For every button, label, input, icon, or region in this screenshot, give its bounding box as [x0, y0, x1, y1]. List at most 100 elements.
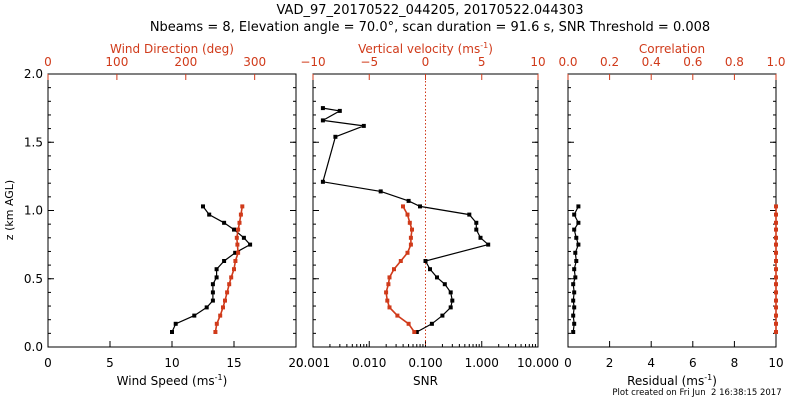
data-point-black [207, 212, 212, 217]
data-point-black [222, 259, 227, 263]
top-tick-label: 0.6 [683, 55, 702, 69]
data-point-black [378, 189, 383, 194]
plot-frame [567, 73, 777, 348]
data-point-red [395, 313, 400, 318]
data-point-red [218, 313, 223, 318]
data-point-red [238, 212, 243, 217]
data-point-black [474, 220, 479, 225]
x-tick-label: 10 [768, 356, 783, 370]
data-point-black [173, 321, 178, 326]
x-axis-label-text: Residual (ms [627, 374, 704, 388]
top-axis-label: Vertical velocity (ms-1) [358, 41, 493, 56]
y-axis-label: z (km AGL) [3, 180, 16, 240]
data-point-black [478, 235, 483, 240]
series-line-red [385, 206, 415, 333]
top-tick-label: 0.2 [600, 55, 619, 69]
data-point-black [320, 179, 325, 184]
data-point-black [440, 313, 445, 318]
data-point-red [240, 204, 245, 209]
data-point-red [221, 305, 225, 310]
data-point-black [572, 290, 577, 295]
data-point-red [214, 321, 219, 326]
data-point-red [774, 321, 778, 326]
data-point-black [573, 250, 578, 255]
data-point-red [213, 330, 218, 334]
data-point-black [201, 204, 205, 209]
data-point-black [333, 134, 338, 139]
data-point-red [774, 275, 778, 280]
data-point-red [223, 298, 227, 303]
data-point-black [210, 282, 215, 287]
data-point-red [408, 242, 413, 247]
data-point-black [450, 298, 455, 303]
panel-residual-correlation: 0 2 4 6 8 10 0.0 0.2 0.4 0.6 0.8 1.0 Correlation Resi… [558, 42, 785, 388]
x-tick-label: 1.000 [465, 356, 499, 370]
top-tick-label: 0 [422, 55, 430, 69]
top-axis-label: Correlation [639, 42, 705, 56]
data-point-black [429, 321, 434, 326]
figure-title: VAD_97_20170522_044205, 20170522.044303 [277, 3, 584, 18]
x-axis-label-sup: -1 [704, 373, 712, 382]
top-tick-label: 10 [530, 55, 545, 69]
panel-snr-vertical-velocity: 0.001 0.010 0.100 1.000 10.000 −10 −5 0 5 10 Verti… [296, 41, 559, 388]
x-axis-label-sup: -1 [215, 373, 223, 382]
data-point-black [214, 267, 219, 272]
data-point-black [337, 108, 342, 113]
data-point-black [572, 305, 577, 310]
y-tick-label: 2.0 [24, 67, 43, 81]
x-axis-label: SNR [413, 374, 438, 388]
data-point-black [233, 250, 238, 255]
data-point-red [225, 290, 230, 295]
top-axis-label-text: Vertical velocity (ms [358, 42, 480, 56]
data-point-black [572, 267, 577, 272]
x-tick-label: 10 [164, 356, 179, 370]
top-axis-label-sup: -1 [480, 41, 488, 50]
top-tick-label: −5 [360, 55, 378, 69]
x-tick-label: 10.000 [517, 356, 559, 370]
x-tick-label: 15 [226, 356, 241, 370]
data-point-black [448, 305, 453, 310]
plot-frame [47, 73, 297, 348]
data-point-red [774, 259, 778, 263]
top-tick-label: 100 [105, 55, 128, 69]
data-point-red [774, 298, 778, 303]
data-point-black [192, 313, 197, 318]
data-point-red [229, 275, 234, 280]
data-point-red [227, 282, 232, 287]
data-point-black [320, 106, 325, 111]
data-point-red [233, 259, 238, 263]
data-point-red [384, 290, 389, 295]
x-axis-label-text: Wind Speed (ms [117, 374, 215, 388]
data-point-red [774, 250, 778, 255]
x-tick-label: 0 [564, 356, 572, 370]
data-point-red [774, 305, 778, 310]
data-point-red [774, 204, 778, 209]
data-point-black [573, 275, 578, 280]
data-point-black [576, 220, 581, 225]
data-point-red [407, 220, 412, 225]
data-point-black [574, 259, 579, 263]
x-tick-label: 0.001 [296, 356, 330, 370]
top-axis-label-text: Correlation [639, 42, 705, 56]
data-point-red [385, 298, 390, 303]
data-point-black [248, 242, 253, 247]
y-tick-label: 0.5 [24, 272, 43, 286]
figure-subtitle: Nbeams = 8, Elevation angle = 70.0°, sca… [150, 20, 710, 35]
data-point-red [386, 282, 391, 287]
data-point-red [236, 227, 241, 232]
data-point-red [236, 250, 241, 255]
top-tick-label: 0 [44, 55, 52, 69]
data-point-black [576, 242, 581, 247]
data-point-red [406, 321, 411, 326]
data-point-red [234, 235, 239, 240]
top-tick-label: 0.4 [642, 55, 661, 69]
x-tick-label: 6 [689, 356, 697, 370]
data-point-red [405, 212, 410, 217]
top-tick-label: 0.8 [725, 55, 744, 69]
data-point-red [774, 212, 778, 217]
data-point-black [406, 198, 411, 203]
data-point-black [170, 330, 174, 334]
top-tick-label: 0.0 [558, 55, 577, 69]
data-point-red [774, 227, 778, 232]
